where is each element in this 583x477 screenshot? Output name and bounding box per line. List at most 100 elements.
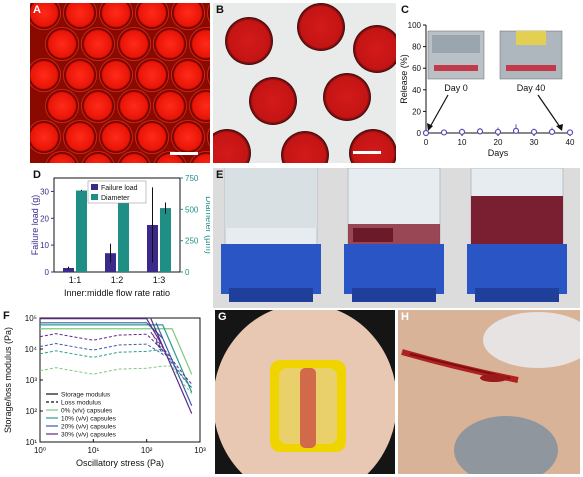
- panel-b-micrograph: B: [213, 3, 396, 163]
- capsule: [99, 3, 133, 30]
- y-axis-label: Storage/loss modulus (Pa): [3, 327, 13, 433]
- capsule: [171, 58, 205, 92]
- capsule: [153, 89, 187, 123]
- x-tick-label: 0: [424, 138, 429, 147]
- capsule: [45, 89, 79, 123]
- capsule: [135, 3, 169, 30]
- capsule: [135, 58, 169, 92]
- y-tick-label: 10²: [25, 407, 37, 416]
- x-axis-label: Days: [488, 148, 509, 158]
- panel-d-label: D: [33, 169, 41, 181]
- capsule: [63, 120, 97, 154]
- panel-g-photo: G: [215, 310, 395, 474]
- capsule: [189, 27, 210, 61]
- legend-swatch-failure: [91, 184, 98, 190]
- capsule: [81, 89, 115, 123]
- wound-photo: [398, 310, 580, 474]
- panel-g-label: G: [218, 311, 227, 323]
- capsule: [189, 89, 210, 123]
- y-tick-label: 60: [412, 64, 421, 73]
- loss-modulus-line: [39, 365, 193, 394]
- panel-e-photo: E: [213, 168, 580, 308]
- data-point: [440, 129, 448, 136]
- capsule: [171, 3, 205, 30]
- vial-3: [467, 168, 567, 302]
- y-tick-label: 10³: [25, 376, 37, 385]
- legend-label: Storage modulus: [61, 392, 111, 399]
- y-tick-label: 10⁴: [25, 345, 38, 354]
- legend-swatch-diameter: [91, 194, 98, 200]
- capsule: [153, 27, 187, 61]
- capsule: [117, 27, 151, 61]
- capsule: [45, 27, 79, 61]
- y-tick-label: 10: [40, 241, 49, 250]
- capsule: [81, 151, 115, 163]
- bar-failure-load: [105, 253, 116, 272]
- capsule: [171, 120, 205, 154]
- panel-a-image: [30, 3, 210, 163]
- capsule: [81, 27, 115, 61]
- x-axis-label: Oscillatory stress (Pa): [76, 458, 164, 468]
- loss-modulus-line: [39, 348, 193, 388]
- inset-arrow-day0: [429, 94, 449, 128]
- y2-tick-label: 750: [185, 174, 199, 183]
- data-point: [458, 128, 466, 136]
- panel-d-chart: D 0 10 20 30 0 250 500 750 1:1 1:2 1:3 Failure load…: [30, 168, 210, 308]
- capsule: [63, 58, 97, 92]
- vial-1: [221, 168, 321, 302]
- loss-modulus-line: [39, 341, 193, 389]
- y-axis-label: Failure load (g): [30, 195, 40, 256]
- legend-label: 10% (v/v) capsules: [61, 416, 117, 423]
- x-tick-label: 10⁰: [34, 446, 46, 455]
- capsule: [30, 3, 61, 30]
- storage-modulus-line: [40, 322, 193, 406]
- capsule: [117, 151, 151, 163]
- storage-modulus-line: [40, 328, 193, 375]
- x-axis-label: Inner:middle flow rate ratio: [64, 288, 170, 298]
- scale-bar-a: [170, 152, 198, 155]
- bar-diameter: [160, 208, 171, 272]
- x-tick-label: 10¹: [88, 446, 100, 455]
- panel-c-chart: C Day 0 Day 40 0 20 40 60 80 100 0 10 20 30 40 Days…: [398, 3, 580, 163]
- data-point: [494, 128, 502, 136]
- bar-diameter: [76, 190, 87, 272]
- x-tick-label: 1:2: [111, 275, 124, 285]
- panel-b-image: [213, 3, 396, 163]
- capsule: [30, 58, 61, 92]
- y2-tick-label: 500: [185, 205, 199, 214]
- panel-f-label: F: [3, 310, 10, 322]
- y-tick-label: 20: [412, 107, 421, 116]
- capsule: [189, 151, 210, 163]
- storage-modulus-line: [40, 324, 193, 393]
- data-point: [548, 128, 556, 136]
- legend-label: Loss modulus: [61, 400, 102, 407]
- x-tick-label: 10³: [194, 446, 206, 455]
- x-tick-label: 40: [566, 138, 575, 147]
- capsule: [45, 151, 79, 163]
- inset-arrow-day40: [537, 94, 561, 128]
- data-point: [512, 127, 520, 134]
- bar-failure-load: [63, 267, 74, 272]
- panel-e-label: E: [216, 169, 224, 181]
- tissue-yellow-frame-photo: [215, 310, 395, 474]
- bar-diameter: [118, 199, 129, 272]
- legend-label-failure: Failure load: [101, 185, 138, 192]
- panel-c-label: C: [401, 4, 409, 16]
- y-tick-label: 10¹: [25, 438, 37, 447]
- panel-h-label: H: [401, 311, 409, 323]
- x-tick-label: 10²: [141, 446, 153, 455]
- vials-photo: [213, 168, 580, 308]
- legend-label-diameter: Diameter: [101, 195, 130, 202]
- y-tick-label: 0: [417, 129, 422, 138]
- panel-a-micrograph: A: [30, 3, 210, 163]
- y-tick-label: 10⁵: [25, 314, 37, 323]
- capsule: [117, 89, 151, 123]
- data-point: [422, 129, 430, 137]
- failure-diameter-chart: 0 10 20 30 0 250 500 750 1:1 1:2 1:3 Failure load Di…: [30, 174, 210, 298]
- scale-bar-b: [353, 151, 381, 154]
- x-tick-label: 1:1: [69, 275, 82, 285]
- y-tick-label: 80: [412, 43, 421, 52]
- legend-label: 0% (v/v) capsules: [61, 408, 113, 415]
- capsule: [207, 65, 210, 85]
